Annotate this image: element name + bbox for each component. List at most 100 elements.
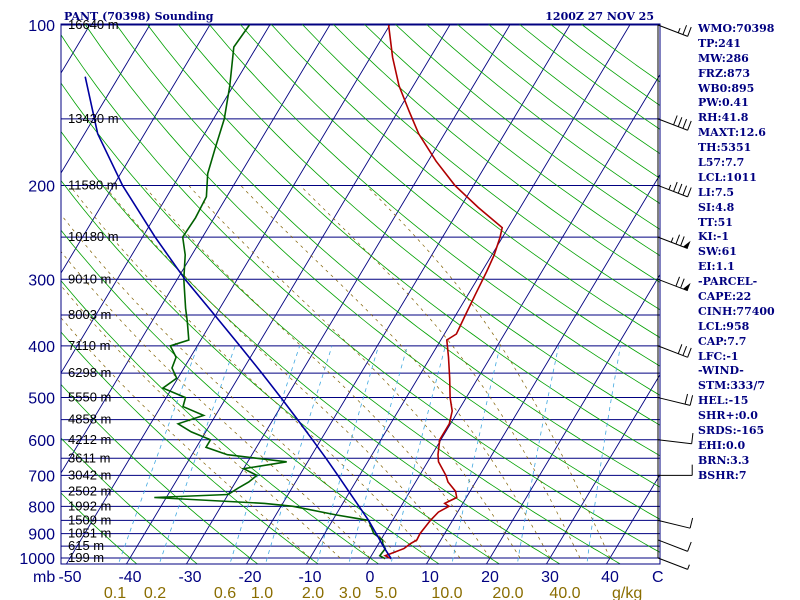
temp-tick-label: -40 [118,569,141,586]
wind-barb [657,393,694,406]
temp-tick-label: 30 [541,569,559,586]
wind-barb [657,539,692,552]
index-item: SI:4.8 [698,200,735,214]
height-label: 4858 m [68,412,111,427]
dry-adiabat-line [61,383,259,564]
temp-tick-label: 40 [601,569,619,586]
isotherm-line [61,24,211,274]
dry-adiabat-line [61,437,198,564]
index-item: SHR+:0.0 [698,409,758,423]
mixing-ratio-unit-label: g/kg [612,585,642,600]
index-item: CAPE:22 [698,290,752,304]
index-item: MW:286 [698,51,749,65]
height-label: 199 m [68,550,104,565]
mixing-ratio-line [390,345,446,564]
height-label: 16640 m [68,17,119,32]
height-label: 615 m [68,538,104,553]
index-item: SW:61 [698,245,737,259]
isotherm-line [61,24,151,174]
wind-barb [657,276,691,292]
height-label: 1992 m [68,498,111,513]
moist-adiabat-line [69,185,431,559]
mixing-ratio-line [316,345,379,564]
index-item: RH:41.8 [698,111,749,125]
isotherm-line [185,24,511,564]
dry-adiabat-line [61,331,319,564]
index-item: HEL:-15 [698,394,749,408]
index-item: TH:5351 [698,141,752,155]
dry-adiabat-line [61,82,622,564]
index-item: PW:0.41 [698,96,749,110]
height-label: 4212 m [68,432,111,447]
isotherm-line [125,24,451,564]
moist-adiabat-line [104,185,461,559]
dry-adiabat-line [61,229,440,564]
dry-adiabat-line [301,24,660,311]
height-label: 9010 m [68,271,111,286]
isotherm-line [425,173,660,564]
isotherm-line [305,24,631,564]
index-item: EI:1.1 [698,260,735,274]
pressure-tick-label: 100 [28,18,55,35]
height-label: 6298 m [68,365,111,380]
pressure-tick-label: 400 [28,339,55,356]
moist-adiabat-line [61,213,401,559]
moist-adiabat-line [61,317,311,559]
index-item: BRN:3.3 [698,453,750,467]
index-item: LCL:958 [698,319,750,333]
dry-adiabat-line [115,24,660,488]
mixing-ratio-tick-label: 10.0 [431,585,462,600]
index-item: LI:7.5 [698,185,735,199]
pressure-tick-label: 200 [28,178,55,195]
pressure-tick-label: 600 [28,433,55,450]
isotherm-line [245,24,571,564]
chart-time: 1200Z 27 NOV 25 [545,10,654,23]
index-item: -WIND- [698,364,744,378]
dry-adiabat-line [363,24,660,257]
wind-barb [657,234,691,249]
height-label: 3042 m [68,467,111,482]
wind-barb [657,344,692,358]
pressure-tick-label: 1000 [19,551,55,568]
index-item: SRDS:-165 [698,424,765,438]
mixing-ratio-line [158,345,236,564]
dry-adiabat-line [61,179,501,564]
height-label: 5550 m [68,390,111,405]
pressure-tick-label: 800 [28,499,55,516]
wind-barb [657,557,690,570]
isotherm-line [65,24,391,564]
moist-adiabat-line [299,185,581,559]
wind-barb [657,24,692,37]
index-item: TT:51 [698,215,733,229]
pressure-tick-label: 700 [28,468,55,485]
mixing-ratio-line [265,345,333,564]
isotherm-line [61,24,331,474]
index-item: CINH:77400 [698,304,775,318]
temp-tick-label: 20 [481,569,499,586]
height-label: 1509 m [68,512,111,527]
mixing-ratio-tick-label: 5.0 [375,585,397,600]
plot-frame [60,23,661,565]
isotherm-line [545,373,660,564]
dry-adiabat-line [208,24,660,396]
series-parcel-line [84,76,392,560]
index-item: STM:333/7 [698,379,765,393]
moist-adiabat-line [365,185,611,559]
index-item: -PARCEL- [698,275,758,289]
height-label: 3611 m [68,450,110,465]
temp-tick-label: 10 [421,569,439,586]
pressure-tick-label: 300 [28,272,55,289]
index-item: BSHR:7 [698,468,747,482]
mixing-ratio-tick-label: 1.0 [251,585,273,600]
wind-barb [657,181,692,198]
index-item: FRZ:873 [698,66,751,80]
index-item: WMO:70398 [698,22,775,35]
mixing-ratio-tick-label: 20.0 [492,585,523,600]
dry-adiabat-line [61,492,138,564]
index-item: TP:241 [698,36,742,50]
index-item: KI:-1 [698,230,729,244]
mixing-ratio-tick-label: 2.0 [302,585,324,600]
pressure-tick-label: 500 [28,391,55,408]
height-label: 13430 m [68,111,119,126]
